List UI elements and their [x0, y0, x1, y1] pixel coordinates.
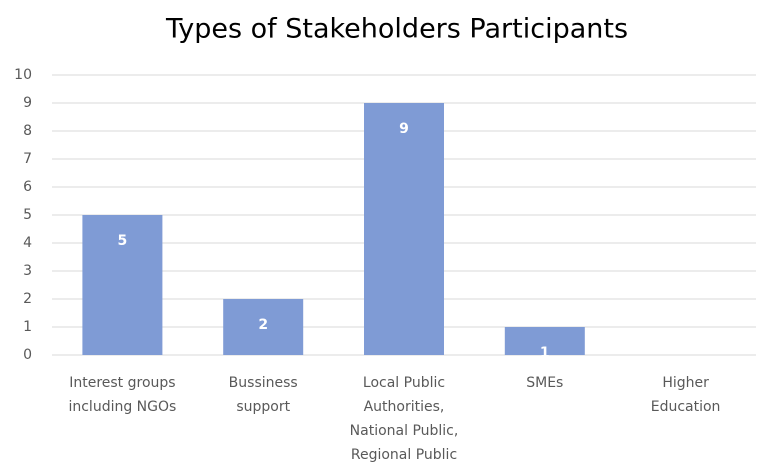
- y-tick-label: 5: [23, 207, 32, 223]
- y-tick-label: 10: [14, 67, 32, 83]
- x-tick-label: Local Public Authorities, National Public,…: [350, 375, 459, 463]
- value-label: 5: [118, 233, 128, 249]
- value-label: 2: [258, 317, 268, 333]
- y-tick-label: 4: [23, 235, 32, 251]
- x-tick-label: Higher Education: [651, 375, 721, 415]
- y-tick-label: 1: [23, 319, 32, 335]
- x-tick-label: SMEs: [526, 375, 563, 391]
- chart-title: Types of Stakeholders Participants: [165, 14, 628, 45]
- bar: [364, 103, 444, 355]
- x-tick-label: Interest groups including NGOs: [68, 375, 176, 415]
- y-tick-label: 9: [23, 95, 32, 111]
- y-tick-label: 6: [23, 179, 32, 195]
- value-label: 1: [540, 345, 550, 361]
- y-tick-label: 3: [23, 263, 32, 279]
- x-tick-label: Bussiness support: [229, 375, 298, 415]
- bar: [504, 327, 585, 355]
- bar: [223, 299, 304, 355]
- y-tick-label: 0: [23, 347, 32, 363]
- bar: [82, 215, 163, 355]
- value-label: 9: [399, 121, 409, 137]
- y-tick-label: 8: [23, 123, 32, 139]
- y-tick-label: 2: [23, 291, 32, 307]
- y-tick-label: 7: [23, 151, 32, 167]
